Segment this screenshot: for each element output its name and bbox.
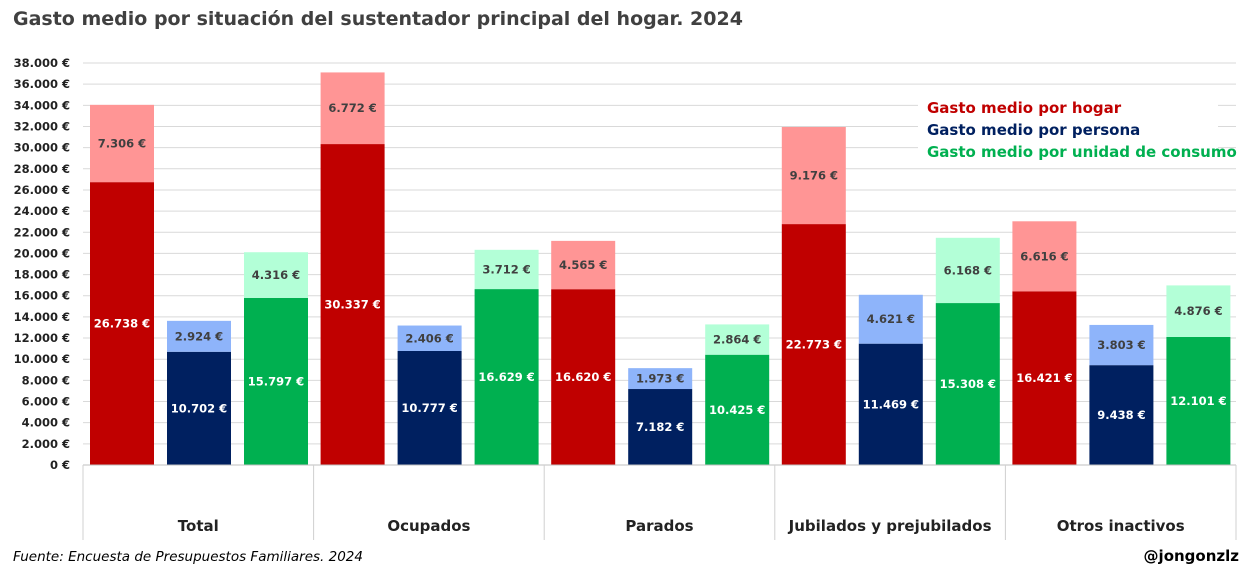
- data-label-consumo-top: 3.712 €: [482, 262, 530, 276]
- data-label-hogar-top: 7.306 €: [98, 136, 146, 150]
- bar-hogar-top: [1012, 221, 1077, 292]
- y-tick-label: 28.000 €: [14, 162, 70, 176]
- data-label-persona-base: 10.777 €: [401, 401, 457, 415]
- data-label-persona-base: 7.182 €: [636, 420, 684, 434]
- y-tick-label: 8.000 €: [22, 373, 70, 387]
- bar-persona-base: [628, 389, 693, 465]
- y-tick-label: 24.000 €: [14, 204, 70, 218]
- bar-consumo-base: [244, 297, 308, 465]
- bar-persona-base: [167, 351, 231, 465]
- bar-persona-top: [858, 294, 923, 344]
- y-tick-label: 16.000 €: [14, 289, 70, 303]
- data-label-consumo-base: 15.797 €: [248, 374, 304, 388]
- y-tick-label: 6.000 €: [22, 395, 70, 409]
- bar-consumo-top: [474, 249, 539, 290]
- data-label-consumo-base: 15.308 €: [940, 377, 996, 391]
- y-tick-label: 20.000 €: [14, 246, 70, 260]
- chart-title: Gasto medio por situación del sustentado…: [13, 8, 743, 30]
- y-tick-label: 2.000 €: [22, 437, 70, 451]
- data-label-consumo-top: 2.864 €: [713, 333, 761, 347]
- y-tick-label: 22.000 €: [14, 225, 70, 239]
- data-label-persona-top: 1.973 €: [636, 372, 684, 386]
- bar-hogar-base: [90, 182, 154, 465]
- category-label: Otros inactivos: [1057, 517, 1185, 535]
- data-label-hogar-top: 6.772 €: [328, 101, 376, 115]
- bar-consumo-base: [935, 303, 1000, 465]
- bar-persona-top: [628, 368, 693, 390]
- bar-hogar-base: [320, 144, 385, 465]
- data-label-persona-base: 11.469 €: [863, 397, 919, 411]
- x-axis: Total Ocupados Parados Jubilados y prejubil…: [82, 464, 1237, 540]
- data-label-hogar-base: 22.773 €: [786, 338, 842, 352]
- legend-entry-consumo: Gasto medio por unidad de consumo: [927, 143, 1237, 161]
- bars: [90, 72, 1231, 465]
- y-tick-label: 0 €: [50, 458, 70, 472]
- legend: Gasto medio por hogar Gasto medio por per…: [918, 93, 1237, 167]
- legend-entry-persona: Gasto medio por persona: [927, 121, 1140, 139]
- y-tick-label: 18.000 €: [14, 268, 70, 282]
- data-label-persona-base: 9.438 €: [1097, 408, 1145, 422]
- legend-entry-hogar: Gasto medio por hogar: [927, 99, 1122, 117]
- data-labels: 26.738 € 7.306 € 10.702 € 2.924 € 15.797 € 4.…: [94, 101, 1227, 434]
- bar-persona-base: [397, 350, 462, 465]
- y-tick-label: 38.000 €: [14, 56, 70, 70]
- data-label-consumo-base: 10.425 €: [709, 403, 765, 417]
- bar-hogar-top: [320, 72, 385, 145]
- bar-persona-top: [397, 325, 462, 351]
- bar-consumo-base: [474, 289, 539, 465]
- y-tick-label: 4.000 €: [22, 416, 70, 430]
- bar-consumo-top: [935, 237, 1000, 304]
- y-tick-label: 32.000 €: [14, 119, 70, 133]
- y-tick-label: 10.000 €: [14, 352, 70, 366]
- bar-hogar-top: [551, 240, 616, 290]
- legend-background: [918, 93, 1218, 167]
- y-tick-label: 26.000 €: [14, 183, 70, 197]
- data-label-persona-base: 10.702 €: [171, 401, 227, 415]
- data-label-consumo-base: 12.101 €: [1170, 394, 1226, 408]
- category-label: Parados: [625, 517, 693, 535]
- bar-hogar-top: [90, 104, 154, 183]
- y-tick-label: 36.000 €: [14, 77, 70, 91]
- bar-hogar-base: [551, 289, 616, 465]
- bar-hogar-base: [1012, 291, 1077, 465]
- bar-persona-base: [858, 343, 923, 465]
- bar-hogar-top: [781, 127, 846, 225]
- data-label-hogar-top: 6.616 €: [1020, 249, 1068, 263]
- category-label: Ocupados: [387, 517, 470, 535]
- data-label-persona-top: 4.621 €: [867, 312, 915, 326]
- data-label-consumo-top: 6.168 €: [944, 263, 992, 277]
- bar-consumo-top: [1166, 285, 1231, 337]
- category-label: Total: [178, 517, 219, 535]
- bar-consumo-top: [244, 252, 308, 298]
- data-label-hogar-base: 26.738 €: [94, 317, 150, 331]
- bar-consumo-top: [705, 324, 770, 355]
- source-note: Fuente: Encuesta de Presupuestos Familia…: [13, 549, 363, 565]
- data-label-consumo-top: 4.876 €: [1174, 304, 1222, 318]
- y-tick-label: 14.000 €: [14, 310, 70, 324]
- data-label-consumo-top: 4.316 €: [252, 268, 300, 282]
- data-label-hogar-base: 16.620 €: [555, 370, 611, 384]
- bar-persona-top: [167, 320, 231, 352]
- data-label-hogar-top: 4.565 €: [559, 258, 607, 272]
- data-label-persona-top: 2.406 €: [405, 331, 453, 345]
- data-label-persona-top: 3.803 €: [1097, 338, 1145, 352]
- data-label-hogar-top: 9.176 €: [790, 169, 838, 183]
- author-credit: @jongonzlz: [1143, 547, 1239, 565]
- data-label-consumo-base: 16.629 €: [478, 370, 534, 384]
- bar-consumo-base: [705, 354, 770, 465]
- bar-hogar-base: [781, 224, 846, 465]
- y-tick-label: 30.000 €: [14, 141, 70, 155]
- data-label-persona-top: 2.924 €: [175, 329, 223, 343]
- bar-consumo-base: [1166, 336, 1231, 465]
- bar-persona-base: [1089, 365, 1154, 465]
- category-label: Jubilados y prejubilados: [788, 517, 992, 535]
- data-label-hogar-base: 16.421 €: [1016, 371, 1072, 385]
- bar-persona-top: [1089, 324, 1154, 366]
- y-tick-label: 12.000 €: [14, 331, 70, 345]
- y-tick-label: 34.000 €: [14, 98, 70, 112]
- y-axis: 0 € 2.000 € 4.000 € 6.000 € 8.000 € 10.000 € 1…: [14, 56, 70, 472]
- data-label-hogar-base: 30.337 €: [324, 298, 380, 312]
